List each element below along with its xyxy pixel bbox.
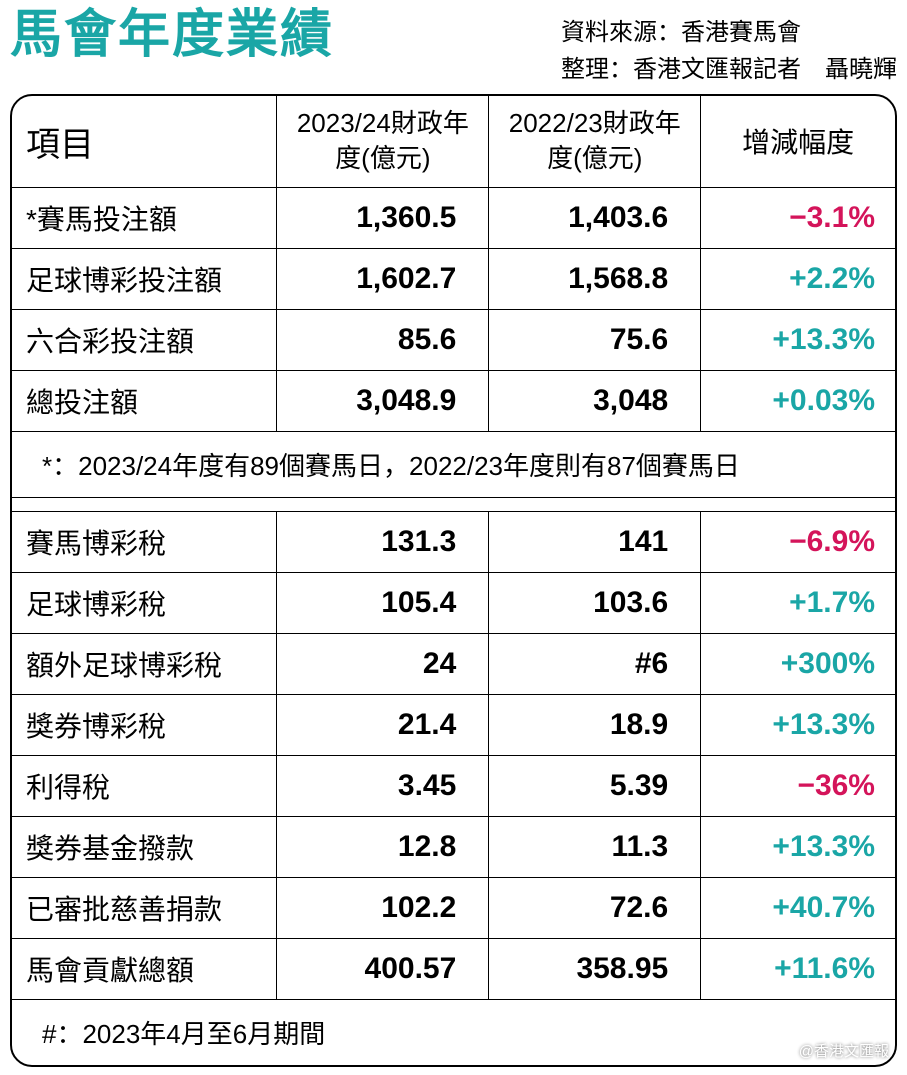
table-row: 獎券基金撥款12.811.3+13.3%	[12, 816, 895, 877]
change-cell: +13.3%	[701, 309, 895, 370]
col-header-fy2324: 2023/24財政年度(億元)	[277, 96, 489, 187]
footnote-1: *：2023/24年度有89個賽馬日，2022/23年度則有87個賽馬日	[12, 431, 895, 497]
fy2223-cell: 1,403.6	[489, 187, 701, 248]
fy2223-cell: 18.9	[489, 694, 701, 755]
item-cell: *賽馬投注額	[12, 187, 277, 248]
col-header-fy2223: 2022/23財政年度(億元)	[489, 96, 701, 187]
item-cell: 獎券博彩稅	[12, 694, 277, 755]
change-cell: +40.7%	[701, 877, 895, 938]
item-cell: 足球博彩投注額	[12, 248, 277, 309]
item-cell: 足球博彩稅	[12, 572, 277, 633]
change-cell: +11.6%	[701, 938, 895, 999]
fy2324-cell: 1,360.5	[277, 187, 489, 248]
source-meta: 資料來源：香港賽馬會 整理：香港文匯報記者 聶曉輝	[561, 14, 897, 88]
footnote-2: #：2023年4月至6月期間	[12, 999, 895, 1065]
item-cell: 額外足球博彩稅	[12, 633, 277, 694]
source-line: 資料來源：香港賽馬會	[561, 14, 897, 51]
fy2324-cell: 3.45	[277, 755, 489, 816]
item-cell: 已審批慈善捐款	[12, 877, 277, 938]
item-cell: 總投注額	[12, 370, 277, 431]
fy2324-cell: 102.2	[277, 877, 489, 938]
fy2223-cell: 141	[489, 511, 701, 572]
fy2324-cell: 400.57	[277, 938, 489, 999]
change-cell: +1.7%	[701, 572, 895, 633]
col-header-item: 項目	[12, 96, 277, 187]
fy2324-cell: 85.6	[277, 309, 489, 370]
table-header-row: 項目 2023/24財政年度(億元) 2022/23財政年度(億元) 增減幅度	[12, 96, 895, 187]
col-header-change: 增減幅度	[701, 96, 895, 187]
table-row: 足球博彩稅105.4103.6+1.7%	[12, 572, 895, 633]
fy2324-cell: 3,048.9	[277, 370, 489, 431]
fy2223-cell: 72.6	[489, 877, 701, 938]
table-row: 六合彩投注額85.675.6+13.3%	[12, 309, 895, 370]
item-cell: 獎券基金撥款	[12, 816, 277, 877]
change-cell: −36%	[701, 755, 895, 816]
item-cell: 賽馬博彩稅	[12, 511, 277, 572]
table-row: 獎券博彩稅21.418.9+13.3%	[12, 694, 895, 755]
change-cell: −3.1%	[701, 187, 895, 248]
item-cell: 利得稅	[12, 755, 277, 816]
fy2223-cell: 358.95	[489, 938, 701, 999]
fy2223-cell: 75.6	[489, 309, 701, 370]
fy2324-cell: 21.4	[277, 694, 489, 755]
table-body: *賽馬投注額1,360.51,403.6−3.1%足球博彩投注額1,602.71…	[12, 187, 895, 1065]
change-cell: +13.3%	[701, 694, 895, 755]
header: 馬會年度業績 資料來源：香港賽馬會 整理：香港文匯報記者 聶曉輝	[10, 8, 897, 88]
change-cell: −6.9%	[701, 511, 895, 572]
fy2324-cell: 1,602.7	[277, 248, 489, 309]
fy2324-cell: 131.3	[277, 511, 489, 572]
item-cell: 六合彩投注額	[12, 309, 277, 370]
footnote-row: #：2023年4月至6月期間	[12, 999, 895, 1065]
fy2223-cell: 103.6	[489, 572, 701, 633]
fy2324-cell: 105.4	[277, 572, 489, 633]
fy2223-cell: 5.39	[489, 755, 701, 816]
table-row: 額外足球博彩稅24#6+300%	[12, 633, 895, 694]
watermark: @香港文匯報	[799, 1040, 889, 1061]
fy2223-cell: 3,048	[489, 370, 701, 431]
table-row: 利得稅3.455.39−36%	[12, 755, 895, 816]
change-cell: +2.2%	[701, 248, 895, 309]
change-cell: +300%	[701, 633, 895, 694]
table-row: *賽馬投注額1,360.51,403.6−3.1%	[12, 187, 895, 248]
table-row: 賽馬博彩稅131.3141−6.9%	[12, 511, 895, 572]
change-cell: +0.03%	[701, 370, 895, 431]
table-row: 馬會貢獻總額400.57358.95+11.6%	[12, 938, 895, 999]
change-cell: +13.3%	[701, 816, 895, 877]
fy2223-cell: #6	[489, 633, 701, 694]
fy2223-cell: 1,568.8	[489, 248, 701, 309]
table-row: 足球博彩投注額1,602.71,568.8+2.2%	[12, 248, 895, 309]
spacer-row	[12, 497, 895, 511]
footnote-row: *：2023/24年度有89個賽馬日，2022/23年度則有87個賽馬日	[12, 431, 895, 497]
compiled-line: 整理：香港文匯報記者 聶曉輝	[561, 51, 897, 88]
fy2223-cell: 11.3	[489, 816, 701, 877]
fy2324-cell: 12.8	[277, 816, 489, 877]
table-row: 已審批慈善捐款102.272.6+40.7%	[12, 877, 895, 938]
table-row: 總投注額3,048.93,048+0.03%	[12, 370, 895, 431]
page-title: 馬會年度業績	[10, 8, 334, 63]
item-cell: 馬會貢獻總額	[12, 938, 277, 999]
fy2324-cell: 24	[277, 633, 489, 694]
table-container: 項目 2023/24財政年度(億元) 2022/23財政年度(億元) 增減幅度 …	[10, 94, 897, 1066]
results-table: 項目 2023/24財政年度(億元) 2022/23財政年度(億元) 增減幅度 …	[12, 96, 895, 1064]
